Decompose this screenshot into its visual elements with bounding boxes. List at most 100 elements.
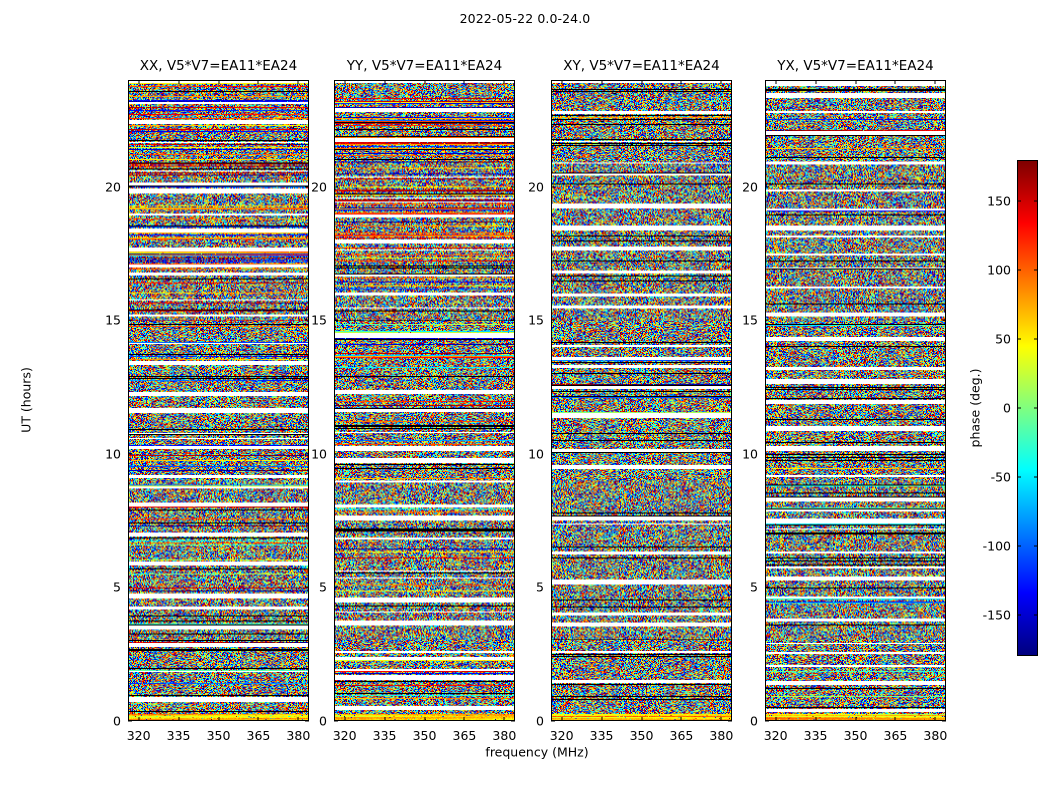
x-tick-mark	[178, 80, 180, 84]
y-tick-mark	[128, 186, 132, 188]
colorbar-tick-mark	[1034, 338, 1038, 340]
x-tick-mark	[138, 80, 140, 84]
x-axis-label: frequency (MHz)	[485, 744, 589, 760]
y-tick-label: 15	[105, 312, 121, 328]
y-tick-label: 15	[742, 312, 758, 328]
panel-yx: YX, V5*V7=EA11*EA24 0 5 10 15 20 320 335 350 365 3…	[742, 58, 947, 743]
x-tick-mark	[178, 717, 180, 721]
colorbar-tick-mark	[1017, 338, 1021, 340]
x-tick-mark	[641, 717, 642, 721]
x-tick-mark	[384, 80, 386, 84]
x-tick-label: 335	[372, 728, 397, 743]
x-tick-label: 365	[452, 728, 477, 743]
x-tick-mark	[424, 717, 425, 721]
heatmap-yy	[335, 81, 514, 720]
x-tick-label: 320	[126, 728, 151, 743]
y-tick-mark	[765, 453, 769, 455]
y-tick-label: 0	[319, 713, 327, 729]
y-tick-mark	[728, 720, 732, 722]
x-tick-label: 365	[246, 728, 271, 743]
y-tick-label: 5	[750, 579, 758, 595]
colorbar-tick-mark	[1017, 407, 1021, 409]
colorbar-tick-mark	[1017, 614, 1021, 616]
panel-title-xx: XX, V5*V7=EA11*EA24	[139, 58, 298, 74]
x-tick-mark	[720, 80, 722, 84]
y-tick-mark	[511, 453, 515, 455]
panel-xx: XX, V5*V7=EA11*EA24 0 5 10 15 20 320 335 350 365 3…	[105, 58, 310, 743]
x-tick-mark	[855, 80, 856, 84]
y-tick-label: 0	[536, 713, 544, 729]
colorbar-label: phase (deg.)	[967, 368, 983, 448]
y-tick-mark	[765, 319, 769, 321]
x-tick-label: 350	[206, 728, 231, 743]
y-tick-mark	[942, 453, 946, 455]
y-tick-mark	[128, 586, 132, 588]
y-tick-mark	[551, 319, 555, 321]
x-tick-mark	[775, 717, 777, 721]
x-tick-label: 335	[589, 728, 614, 743]
colorbar-tick-mark	[1034, 200, 1038, 202]
x-tick-mark	[561, 717, 563, 721]
y-tick-label: 10	[742, 446, 758, 462]
colorbar-tick-mark	[1017, 476, 1021, 478]
x-tick-mark	[344, 80, 346, 84]
y-tick-label: 10	[528, 446, 544, 462]
heatmap-yx	[766, 81, 945, 720]
colorbar-tick-label: -100	[982, 538, 1011, 554]
colorbar-tick-mark	[1017, 545, 1021, 547]
y-tick-label: 5	[319, 579, 327, 595]
y-tick-mark	[728, 453, 732, 455]
y-tick-mark	[305, 319, 309, 321]
x-tick-label: 335	[803, 728, 828, 743]
y-tick-label: 10	[105, 446, 121, 462]
y-tick-mark	[942, 586, 946, 588]
y-tick-label: 15	[528, 312, 544, 328]
y-tick-label: 20	[742, 179, 758, 195]
x-tick-mark	[815, 80, 817, 84]
x-tick-mark	[257, 717, 259, 721]
y-tick-mark	[551, 186, 555, 188]
y-tick-mark	[334, 186, 338, 188]
y-tick-mark	[305, 586, 309, 588]
x-tick-label: 320	[332, 728, 357, 743]
y-tick-mark	[305, 453, 309, 455]
y-tick-mark	[765, 586, 769, 588]
panel-xy: XY, V5*V7=EA11*EA24 0 5 10 15 20 320 335 350 365 3…	[528, 58, 733, 743]
y-tick-label: 0	[750, 713, 758, 729]
y-tick-label: 20	[528, 179, 544, 195]
y-tick-label: 0	[113, 713, 121, 729]
x-tick-mark	[601, 80, 603, 84]
figure-suptitle: 2022-05-22 0.0-24.0	[459, 11, 591, 26]
heatmap-xy	[552, 81, 731, 720]
x-tick-label: 335	[166, 728, 191, 743]
y-tick-mark	[765, 186, 769, 188]
x-tick-mark	[561, 80, 563, 84]
x-tick-mark	[218, 80, 219, 84]
x-tick-mark	[680, 717, 682, 721]
y-tick-mark	[942, 319, 946, 321]
colorbar-tick-mark	[1034, 269, 1038, 271]
y-tick-label: 20	[105, 179, 121, 195]
panel-title-yy: YY, V5*V7=EA11*EA24	[346, 58, 503, 74]
x-tick-mark	[463, 717, 465, 721]
y-tick-mark	[334, 319, 338, 321]
x-tick-mark	[934, 80, 936, 84]
x-tick-label: 320	[549, 728, 574, 743]
colorbar-tick-label: -50	[990, 469, 1011, 485]
x-tick-label: 350	[412, 728, 437, 743]
x-tick-label: 350	[843, 728, 868, 743]
x-tick-mark	[680, 80, 682, 84]
colorbar-tick-label: 50	[995, 331, 1011, 347]
colorbar-tick-label: 150	[987, 193, 1011, 209]
y-tick-mark	[728, 186, 732, 188]
x-tick-label: 380	[709, 728, 734, 743]
colorbar-tick-mark	[1017, 200, 1021, 202]
colorbar-tick-label: 100	[987, 262, 1011, 278]
x-tick-mark	[855, 717, 856, 721]
colorbar-tick-label: 0	[1003, 400, 1011, 416]
x-tick-mark	[218, 717, 219, 721]
x-tick-label: 350	[629, 728, 654, 743]
x-tick-label: 320	[763, 728, 788, 743]
x-tick-mark	[344, 717, 346, 721]
